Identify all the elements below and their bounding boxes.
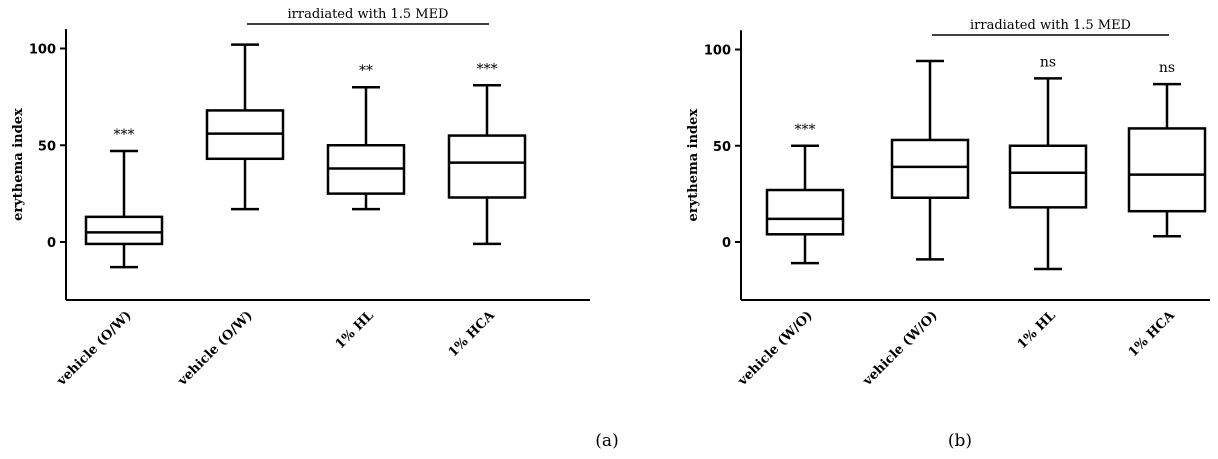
significance-label: ns [1040,54,1056,70]
x-category-label: vehicle (W/O) [860,308,941,389]
box-plot-3: ns [1008,54,1088,271]
y-tick-label: 50 [713,140,731,155]
chart-panel-a: 0 50 100 erythema index *** vehicle (O/W) vehi… [11,7,619,451]
y-tick-label: 100 [29,43,56,58]
iqr-box [765,188,845,236]
x-category-label: 1% HCA [1126,308,1179,361]
chart-panel-b: 0 50 100 erythema index *** vehicle (W/O) vehi… [686,18,1210,451]
significance-label: ns [1159,60,1175,76]
significance-label: ** [359,63,373,79]
box-plot-1: *** [765,122,845,265]
significance-label: *** [795,122,816,138]
y-tick-label: 100 [704,44,731,59]
panel-label: (b) [948,431,972,451]
box-plot-2 [205,43,285,211]
x-category-label: 1% HL [1015,308,1059,352]
bracket-label: irradiated with 1.5 MED [288,7,449,22]
iqr-box [447,134,527,199]
x-category-label: 1% HL [333,308,377,352]
iqr-box [1008,144,1088,209]
box-plot-4: ns [1127,60,1207,238]
y-axis-label: erythema index [11,108,26,221]
y-tick-label: 50 [38,139,56,154]
bracket-label: irradiated with 1.5 MED [970,18,1131,33]
y-axis-label: erythema index [686,109,701,222]
significance-label: *** [477,61,498,77]
y-tick-label: 0 [47,236,56,251]
box-plot-1: *** [84,127,164,269]
x-category-label: 1% HCA [446,308,499,361]
box-plot-2 [890,59,970,261]
significance-label: *** [114,127,135,143]
x-category-label: vehicle (W/O) [735,308,816,389]
iqr-box [84,215,164,246]
panel-label: (a) [595,431,618,451]
x-category-label: vehicle (O/W) [54,308,135,389]
box-plot-3: ** [326,63,406,211]
box-plot-4: *** [447,61,527,246]
x-category-label: vehicle (O/W) [175,308,256,389]
y-tick-label: 0 [722,236,731,251]
iqr-box [1127,127,1207,213]
iqr-box [890,138,970,199]
